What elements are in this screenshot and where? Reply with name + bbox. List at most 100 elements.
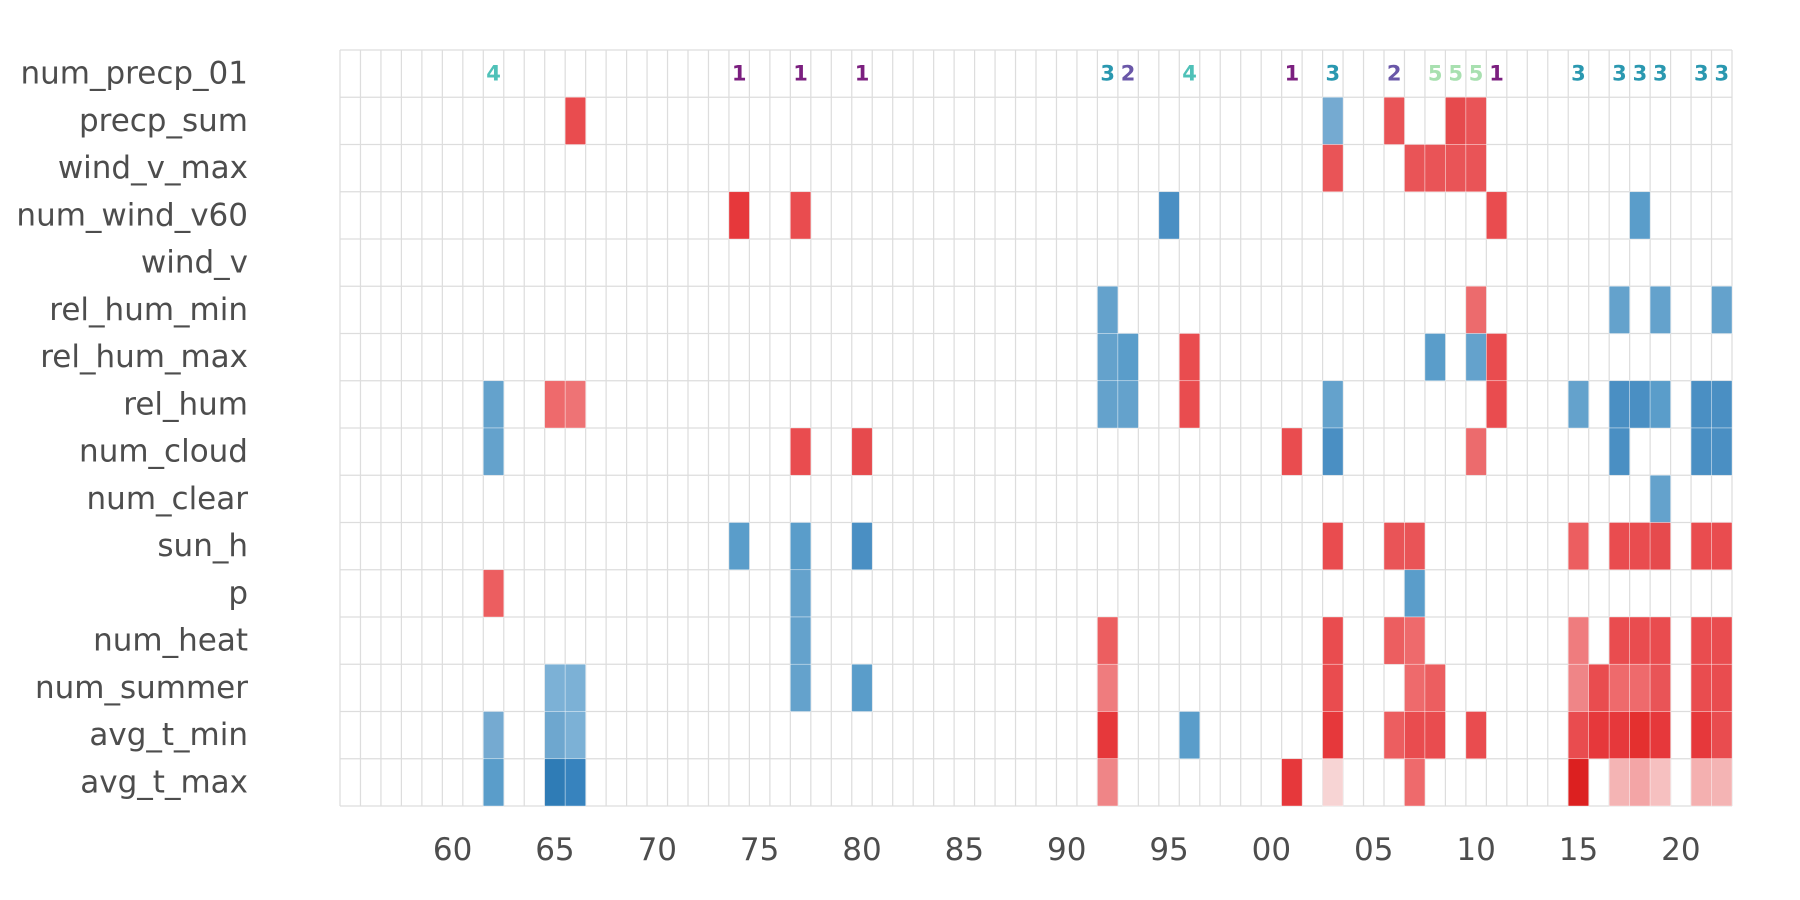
heatmap-cell-sun_h-2018	[1629, 522, 1651, 571]
count-label-1993: 2	[1121, 62, 1136, 86]
heatmap-cell-num_summer-1992	[1097, 663, 1119, 712]
heatmap-cell-p-2007	[1404, 569, 1426, 618]
y-axis-labels: num_precp_01 precp_sum wind_v_max num_wind_…	[16, 56, 248, 801]
heatmap-cell-num_cloud-1980	[851, 427, 873, 476]
heatmap-cell-avg_t_max-2003	[1322, 758, 1344, 807]
count-label-1974: 1	[732, 62, 747, 86]
y-label-avg_t_min: avg_t_min	[89, 717, 248, 753]
heatmap-cell-wind_v_max-2003	[1322, 144, 1344, 193]
heatmap-cell-sun_h-2017	[1608, 522, 1630, 571]
heatmap-cell-num_summer-2008	[1424, 663, 1446, 712]
heatmap-cell-sun_h-1974	[728, 522, 750, 571]
heatmap-cell-avg_t_min-2010	[1465, 711, 1487, 760]
heatmap-cell-sun_h-1980	[851, 522, 873, 571]
x-tick-60: 60	[433, 832, 472, 868]
x-tick-15: 15	[1559, 832, 1598, 868]
heatmap-cell-wind_v_max-2007	[1404, 144, 1426, 193]
heatmap-cell-avg_t_min-1992	[1097, 711, 1119, 760]
heatmap-cell-avg_t_max-1966	[564, 758, 586, 807]
heatmap-cell-num_heat-2017	[1608, 616, 1630, 665]
heatmap-cell-num_heat-2021	[1690, 616, 1712, 665]
heatmap-cell-num_cloud-2017	[1608, 427, 1630, 476]
heatmap-cell-sun_h-2003	[1322, 522, 1344, 571]
x-tick-05: 05	[1354, 832, 1393, 868]
y-label-num_heat: num_heat	[93, 623, 248, 659]
x-tick-80: 80	[842, 832, 881, 868]
heatmap-cell-num_summer-1965	[544, 663, 566, 712]
heatmap-cell-num_heat-2007	[1404, 616, 1426, 665]
heatmap-cell-precp_sum-2009	[1445, 96, 1467, 145]
heatmap-cell-rel_hum-2011	[1486, 380, 1508, 429]
count-label-1962: 4	[486, 62, 501, 86]
heatmap-cell-num_summer-2007	[1404, 663, 1426, 712]
heatmap-cell-avg_t_min-2016	[1588, 711, 1610, 760]
heatmap-cell-num_cloud-2010	[1465, 427, 1487, 476]
count-label-2019: 3	[1653, 62, 1668, 86]
heatmap-cell-num_wind_v60-1995	[1158, 191, 1180, 240]
heatmap-cell-avg_t_min-1966	[564, 711, 586, 760]
heatmap-cell-rel_hum-2003	[1322, 380, 1344, 429]
heatmap-cell-precp_sum-1966	[564, 96, 586, 145]
heatmap-cell-avg_t_min-2008	[1424, 711, 1446, 760]
heatmap-cell-rel_hum-2015	[1567, 380, 1590, 429]
y-label-wind_v_max: wind_v_max	[58, 150, 248, 186]
count-label-1992: 3	[1100, 62, 1115, 86]
heatmap-cell-avg_t_min-2019	[1649, 711, 1671, 760]
count-label-2003: 3	[1326, 62, 1341, 86]
count-label-1996: 4	[1182, 62, 1197, 86]
x-tick-20: 20	[1661, 832, 1700, 868]
x-tick-10: 10	[1456, 832, 1495, 868]
heatmap-cell-num_summer-1980	[851, 663, 873, 712]
heatmap-cell-p-1962	[482, 569, 505, 618]
heatmap-cell-num_summer-2019	[1649, 663, 1671, 712]
heatmap-cell-sun_h-2007	[1404, 522, 1426, 571]
heatmap-cell-sun_h-2022	[1711, 522, 1733, 571]
heatmap-cell-num_heat-2015	[1567, 616, 1590, 665]
heatmap-cell-rel_hum_min-1992	[1097, 285, 1119, 334]
heatmap-cell-num_summer-2017	[1608, 663, 1630, 712]
heatmap-cell-sun_h-2019	[1649, 522, 1671, 571]
heatmap-cell-rel_hum-1996	[1178, 380, 1201, 429]
heatmap-cell-avg_t_min-2022	[1711, 711, 1733, 760]
x-tick-65: 65	[535, 832, 574, 868]
heatmap-cell-avg_t_max-2017	[1608, 758, 1630, 807]
heatmap-cell-num_summer-2016	[1588, 663, 1610, 712]
heatmap-cell-rel_hum_min-2022	[1711, 285, 1733, 334]
y-label-num_summer: num_summer	[35, 670, 248, 706]
heatmap-cell-sun_h-2015	[1567, 522, 1590, 571]
heatmap-cell-avg_t_min-2006	[1383, 711, 1405, 760]
heatmap-cell-rel_hum_max-2008	[1424, 333, 1446, 382]
heatmap-cell-rel_hum-2018	[1629, 380, 1651, 429]
heatmap-cell-num_summer-1966	[564, 663, 586, 712]
heatmap-cell-num_clear-2019	[1649, 474, 1671, 523]
heatmap-cell-rel_hum_min-2010	[1465, 285, 1487, 334]
heatmap-cells	[482, 96, 1733, 807]
heatmap-cell-avg_t_max-1992	[1097, 758, 1119, 807]
heatmap-cell-avg_t_min-1962	[482, 711, 505, 760]
heatmap-cell-num_heat-1992	[1097, 616, 1119, 665]
heatmap-cell-avg_t_max-2015	[1567, 758, 1590, 807]
y-label-precp_sum: precp_sum	[79, 103, 248, 139]
heatmap-cell-rel_hum_min-2017	[1608, 285, 1630, 334]
heatmap-cell-num_heat-2018	[1629, 616, 1651, 665]
heatmap-cell-rel_hum-1962	[482, 380, 505, 429]
heatmap-cell-sun_h-2021	[1690, 522, 1712, 571]
heatmap-cell-rel_hum_min-2019	[1649, 285, 1671, 334]
heatmap-cell-num_heat-2003	[1322, 616, 1344, 665]
heatmap-cell-sun_h-2006	[1383, 522, 1405, 571]
heatmap-cell-num_summer-2021	[1690, 663, 1712, 712]
count-label-2017: 3	[1612, 62, 1627, 86]
heatmap-cell-precp_sum-2006	[1383, 96, 1405, 145]
heatmap-cell-wind_v_max-2008	[1424, 144, 1446, 193]
y-label-rel_hum_min: rel_hum_min	[49, 292, 248, 328]
heatmap-cell-avg_t_max-2007	[1404, 758, 1426, 807]
heatmap-cell-wind_v_max-2009	[1445, 144, 1467, 193]
count-label-2015: 3	[1571, 62, 1586, 86]
x-tick-95: 95	[1149, 832, 1188, 868]
y-label-num_cloud: num_cloud	[79, 434, 248, 470]
x-tick-70: 70	[638, 832, 677, 868]
heatmap-cell-num_cloud-2022	[1711, 427, 1733, 476]
count-label-2022: 3	[1714, 62, 1729, 86]
